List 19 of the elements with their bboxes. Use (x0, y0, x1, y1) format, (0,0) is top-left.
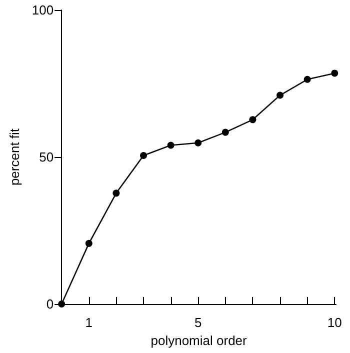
x-tick-label: 5 (194, 315, 202, 330)
point (112, 190, 120, 197)
x-axis-title: polynomial order (150, 333, 248, 348)
point (85, 240, 92, 247)
x-tick-label: 10 (327, 315, 342, 330)
y-axis-title: percent fit (7, 128, 22, 186)
point (167, 142, 174, 149)
point (276, 92, 284, 99)
point (58, 300, 66, 308)
point (194, 139, 202, 146)
point (222, 128, 229, 136)
point (331, 70, 338, 77)
y-tick-label: 0 (46, 296, 54, 312)
y-tick-label: 50 (39, 150, 54, 164)
x-tick-label: 1 (85, 315, 93, 330)
point (140, 152, 148, 160)
point (249, 116, 256, 124)
point (304, 76, 311, 83)
y-tick-label: 100 (32, 2, 54, 18)
